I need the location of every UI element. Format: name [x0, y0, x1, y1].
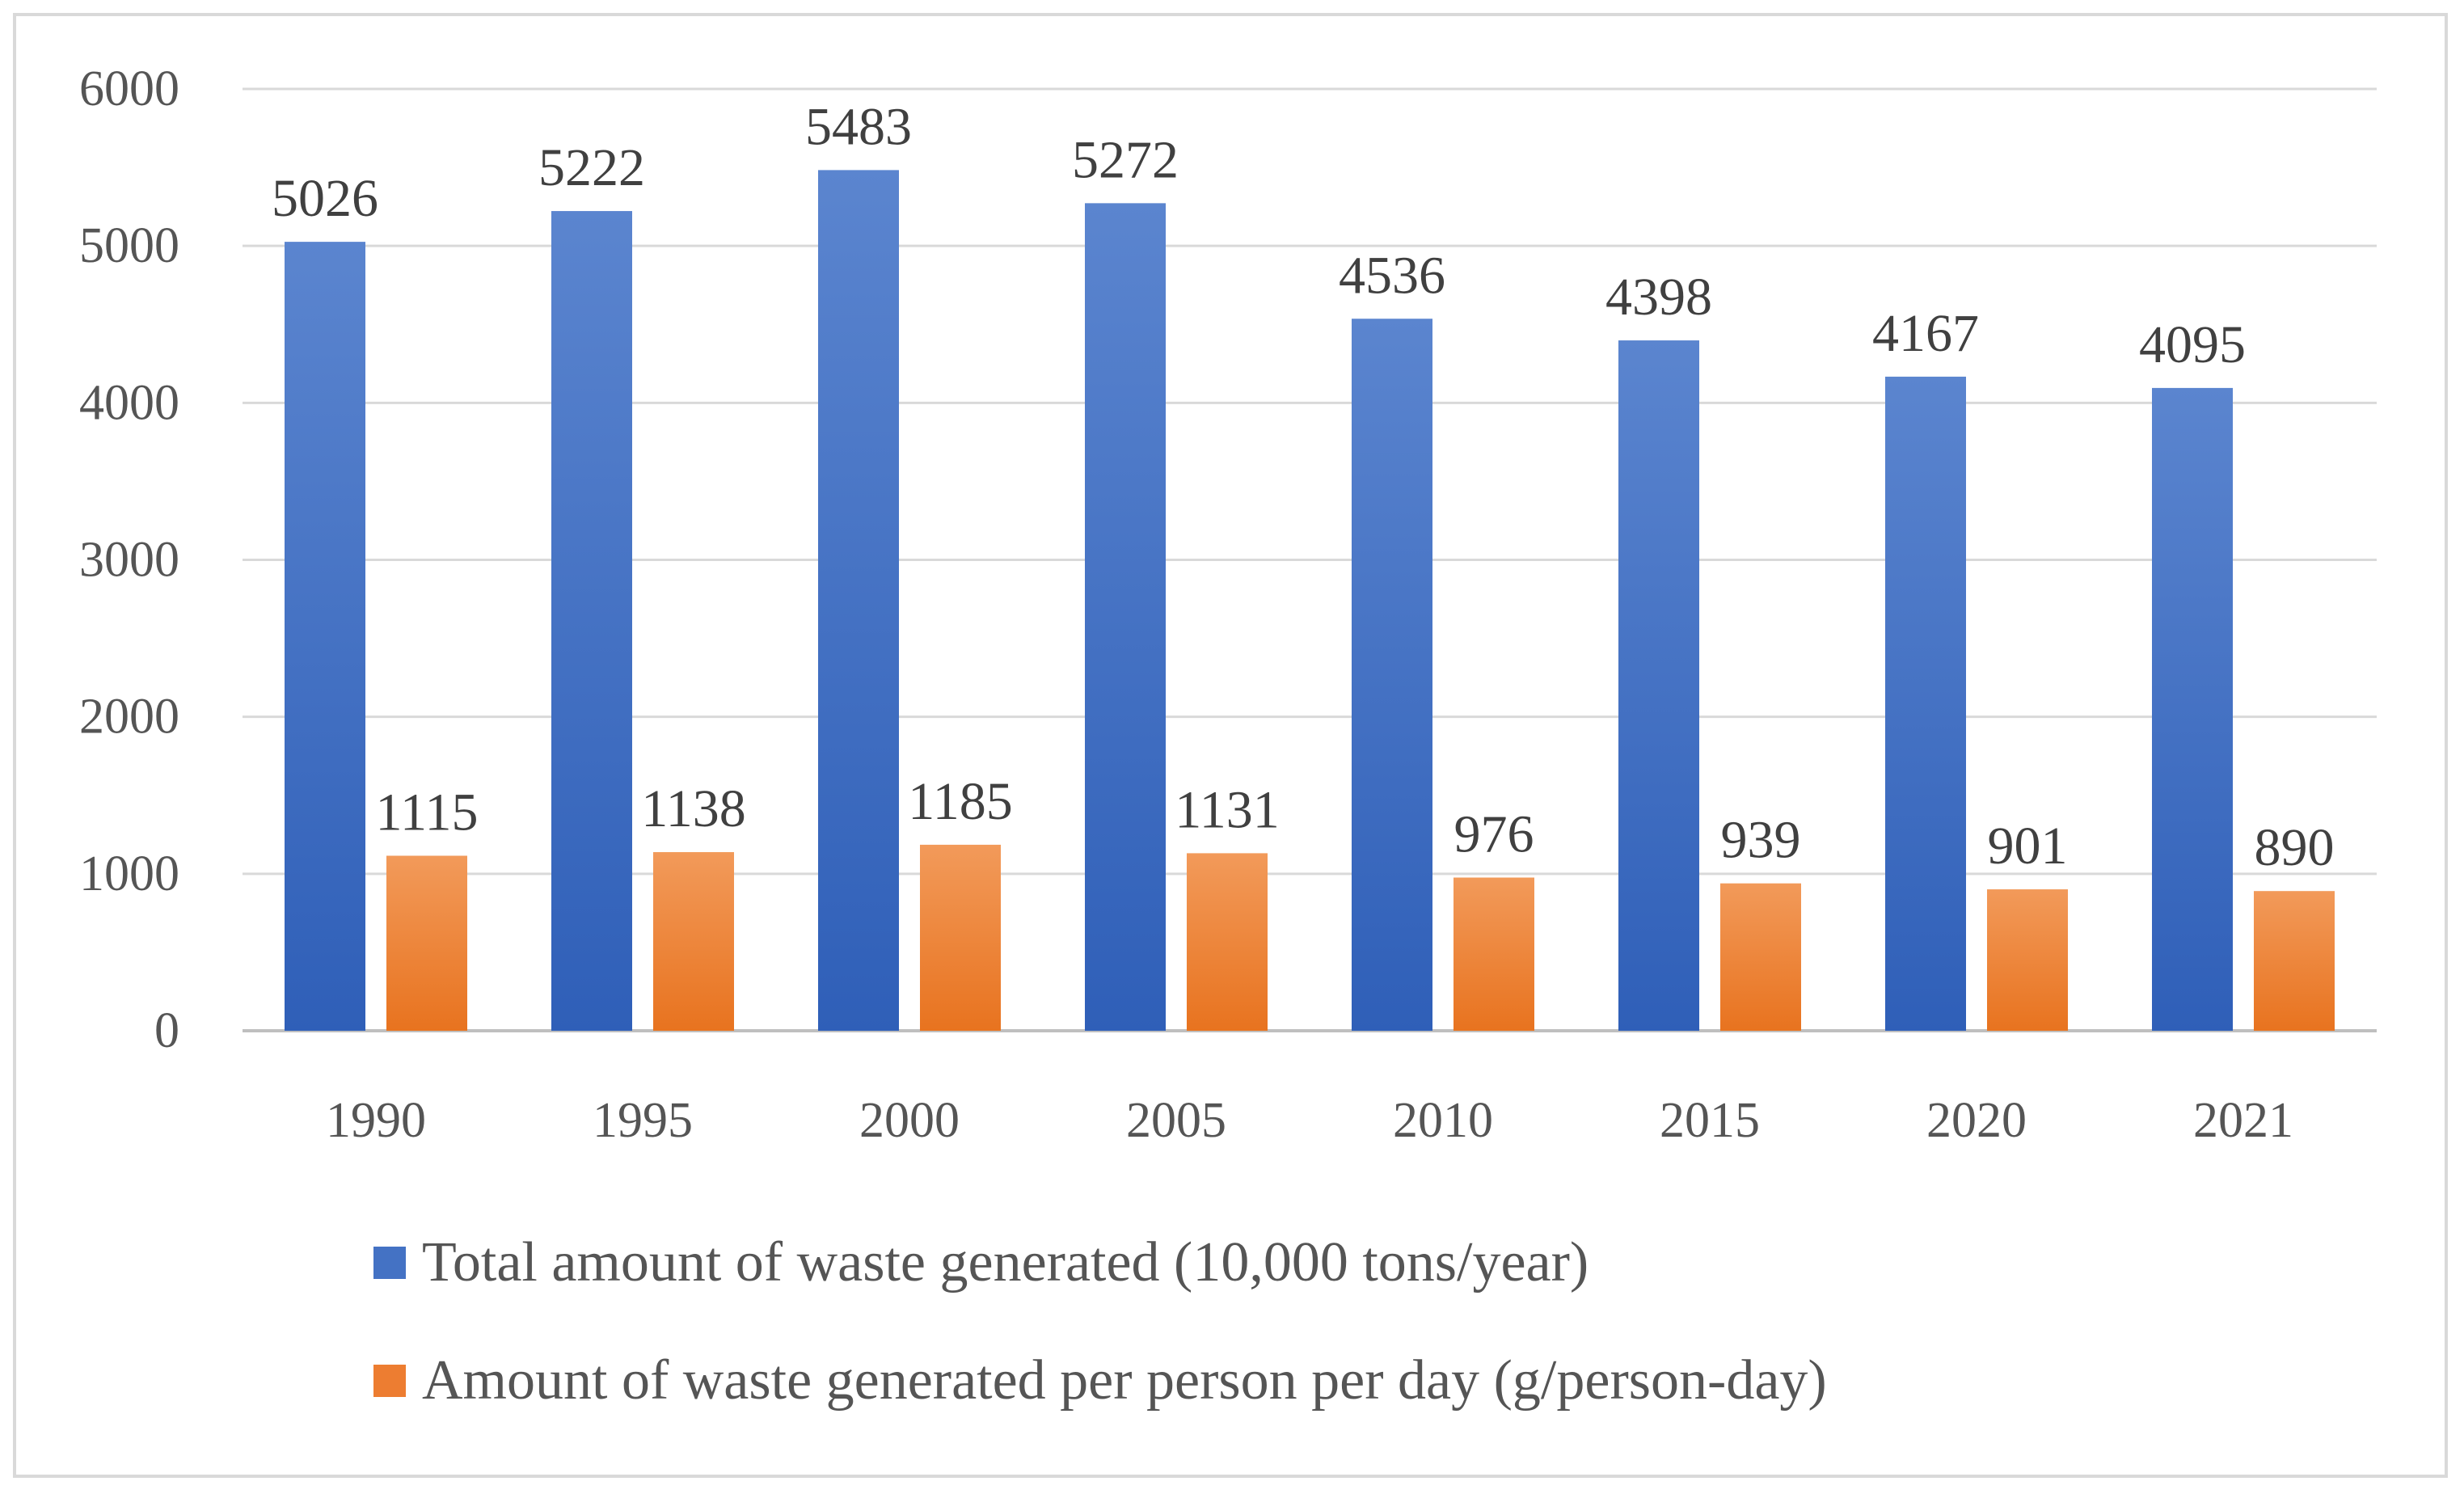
y-tick-label: 5000	[79, 218, 179, 273]
legend-swatch-blue	[373, 1247, 406, 1279]
data-label-total-2000: 5483	[805, 97, 912, 156]
x-tick-label-2020: 2020	[1926, 1093, 2027, 1148]
data-label-total-2021: 4095	[2139, 315, 2246, 374]
bar-per-person-2020	[1987, 889, 2068, 1031]
data-label-per-person-2000: 1185	[908, 772, 1013, 831]
bar-total-2000	[818, 170, 899, 1032]
y-tick-label: 1000	[79, 846, 179, 901]
x-axis-ticks: 1990 1995 2000 2005 2010 2015 2020 2021	[326, 1093, 2293, 1148]
bar-total-1990	[285, 242, 365, 1031]
legend-swatch-orange	[373, 1365, 406, 1397]
bar-total-1995	[551, 211, 632, 1032]
bar-total-2020	[1885, 376, 1966, 1032]
bar-total-2010	[1352, 319, 1432, 1031]
y-tick-label: 6000	[79, 61, 179, 116]
data-label-per-person-2021: 890	[2255, 818, 2335, 877]
bar-per-person-2000	[920, 844, 1001, 1031]
data-label-per-person-2020: 901	[1988, 817, 2068, 876]
data-label-per-person-1995: 1138	[641, 779, 746, 838]
data-label-total-2020: 4167	[1872, 304, 1979, 363]
legend-label-total-waste: Total amount of waste generated (10,000 …	[422, 1231, 1589, 1294]
bar-per-person-2015	[1720, 883, 1801, 1031]
data-label-per-person-2005: 1131	[1175, 780, 1280, 839]
bar-total-2015	[1618, 340, 1699, 1031]
bar-per-person-1990	[386, 855, 467, 1031]
x-tick-label-1995: 1995	[593, 1093, 693, 1148]
data-label-total-2005: 5272	[1072, 130, 1179, 189]
data-label-total-1995: 5222	[538, 138, 645, 197]
bar-total-2005	[1085, 203, 1166, 1031]
bar-per-person-2010	[1454, 877, 1534, 1031]
y-axis-ticks: 0 1000 2000 3000 4000 5000 6000	[79, 61, 179, 1058]
y-tick-label: 4000	[79, 375, 179, 430]
bar-total-2021	[2152, 387, 2233, 1031]
chart-frame	[13, 13, 2448, 1478]
y-tick-label: 0	[154, 1003, 179, 1058]
x-tick-label-2021: 2021	[2193, 1093, 2293, 1148]
x-tick-label-2000: 2000	[859, 1093, 960, 1148]
legend-item-per-person-waste: Amount of waste generated per person per…	[373, 1348, 1827, 1413]
x-tick-label-2005: 2005	[1126, 1093, 1226, 1148]
bars	[285, 170, 2335, 1032]
data-label-total-2010: 4536	[1339, 246, 1445, 305]
data-label-total-2015: 4398	[1605, 268, 1712, 327]
data-label-per-person-2015: 939	[1721, 811, 1801, 870]
bar-per-person-2005	[1187, 853, 1268, 1031]
data-label-total-1990: 5026	[272, 169, 378, 228]
x-tick-label-2015: 2015	[1660, 1093, 1760, 1148]
bar-per-person-1995	[653, 852, 734, 1031]
y-tick-label: 2000	[79, 690, 179, 745]
data-labels: 5026 1115 5222 1138 5483 1185 5272 1131 4536 976 4…	[272, 97, 2335, 877]
x-tick-label-1990: 1990	[326, 1093, 426, 1148]
data-label-per-person-1990: 1115	[375, 783, 478, 842]
data-label-per-person-2010: 976	[1454, 804, 1534, 863]
legend-item-total-waste: Total amount of waste generated (10,000 …	[373, 1230, 1589, 1295]
legend-label-per-person-waste: Amount of waste generated per person per…	[422, 1349, 1827, 1412]
bar-per-person-2021	[2254, 891, 2335, 1031]
y-tick-label: 3000	[79, 533, 179, 588]
x-tick-label-2010: 2010	[1393, 1093, 1493, 1148]
